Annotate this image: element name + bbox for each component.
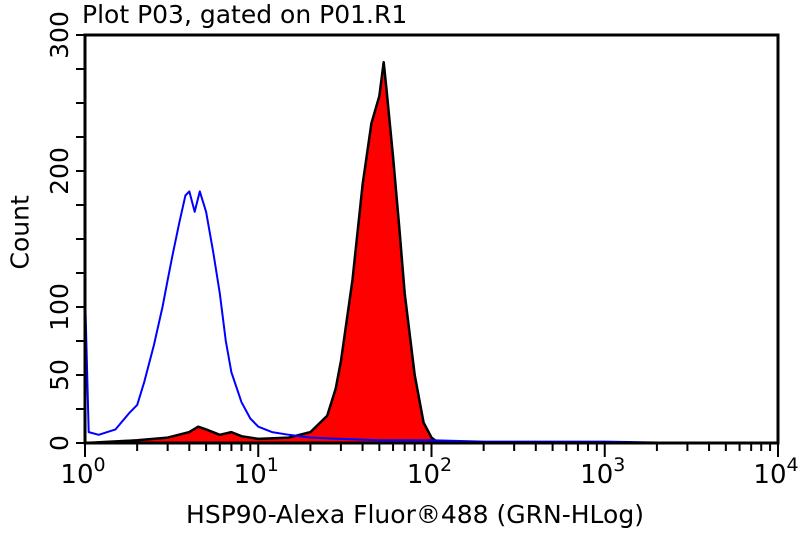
y-axis-ticks: 0 50 100 200 300 [45, 11, 85, 451]
x-tick-label: 103 [580, 454, 625, 490]
x-tick-label: 102 [407, 454, 452, 490]
x-tick-label: 104 [753, 454, 798, 490]
x-axis-ticks: 100 101 102 103 104 [60, 443, 799, 490]
sample-histogram [83, 60, 440, 445]
chart-title: Plot P03, gated on P01.R1 [82, 0, 408, 29]
x-tick-label: 100 [60, 454, 105, 490]
x-tick-label: 101 [234, 454, 279, 490]
control-histogram [84, 190, 688, 444]
y-tick-label: 50 [45, 359, 74, 391]
y-axis-label: Count [5, 195, 35, 270]
plot-frame [83, 33, 780, 445]
y-tick-label: 0 [45, 435, 74, 451]
y-tick-label: 300 [45, 11, 74, 59]
y-tick-label: 100 [45, 283, 74, 331]
x-axis-label: HSP90-Alexa Fluor®488 (GRN-HLog) [186, 500, 644, 529]
y-tick-label: 200 [45, 147, 74, 195]
plot-area [83, 60, 688, 445]
